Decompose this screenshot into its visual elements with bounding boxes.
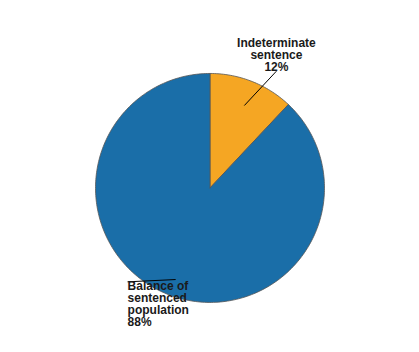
svg-text:Balance ofsentencedpopulation8: Balance ofsentencedpopulation88% [128,279,190,329]
svg-text:Indeterminatesentence12%: Indeterminatesentence12% [237,36,316,74]
